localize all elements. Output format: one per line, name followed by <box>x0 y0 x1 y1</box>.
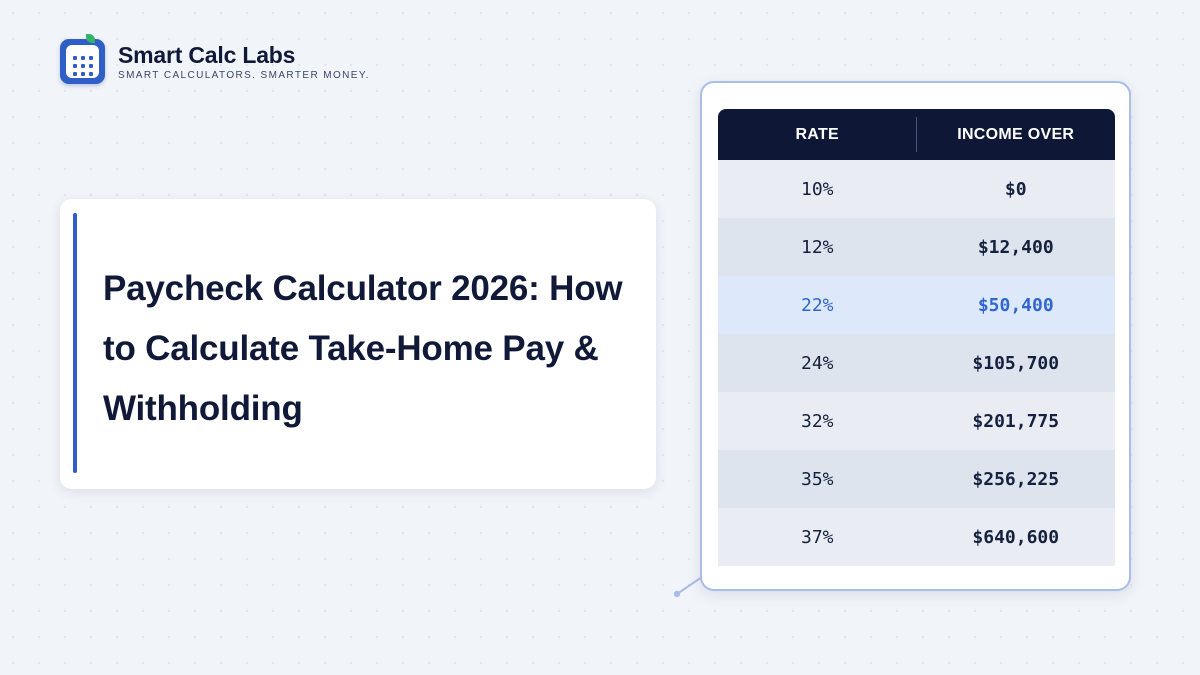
income-cell: $0 <box>1004 178 1027 200</box>
rate-cell: 24% <box>800 352 834 374</box>
page-title: Paycheck Calculator 2026: How to Calcula… <box>103 269 623 428</box>
income-cell: $201,775 <box>972 410 1060 432</box>
header-rate: RATE <box>795 125 840 143</box>
rate-cell: 35% <box>800 468 834 490</box>
table-row: 22% $50,400 <box>718 276 1115 334</box>
table-row: 35% $256,225 <box>718 450 1115 508</box>
header-divider <box>916 117 917 152</box>
leaf-icon <box>86 34 95 43</box>
brand: Smart Calc Labs SMART CALCULATORS. SMART… <box>60 34 370 84</box>
income-cell: $256,225 <box>972 468 1060 490</box>
table-row: 37% $640,600 <box>718 508 1115 566</box>
tax-bracket-card: RATE INCOME OVER 10% $0 12% $12,400 22% $50,4… <box>700 81 1131 591</box>
income-cell: $105,700 <box>972 352 1060 374</box>
table-body: 10% $0 12% $12,400 22% $50,400 24% $105,700 32% $… <box>718 160 1115 566</box>
rate-cell: 37% <box>800 526 834 548</box>
title-card: Paycheck Calculator 2026: How to Calcula… <box>60 199 656 489</box>
connector-line <box>673 576 703 598</box>
income-cell: $50,400 <box>977 294 1054 316</box>
header-income-over: INCOME OVER <box>957 125 1075 143</box>
table-row: 24% $105,700 <box>718 334 1115 392</box>
table-row: 12% $12,400 <box>718 218 1115 276</box>
rate-cell: 10% <box>800 178 834 200</box>
table-header: RATE INCOME OVER <box>718 109 1115 160</box>
title-accent-bar <box>73 213 77 473</box>
income-cell: $640,600 <box>972 526 1060 548</box>
rate-cell: 32% <box>800 410 834 432</box>
rate-cell: 22% <box>800 294 834 316</box>
tax-bracket-table: RATE INCOME OVER 10% $0 12% $12,400 22% $50,4… <box>718 109 1115 566</box>
calculator-icon <box>60 34 105 84</box>
brand-tagline: SMART CALCULATORS. SMARTER MONEY. <box>118 70 370 81</box>
table-row: 32% $201,775 <box>718 392 1115 450</box>
rate-cell: 12% <box>800 236 834 258</box>
income-cell: $12,400 <box>977 236 1054 258</box>
table-row: 10% $0 <box>718 160 1115 218</box>
brand-name: Smart Calc Labs <box>118 42 296 68</box>
